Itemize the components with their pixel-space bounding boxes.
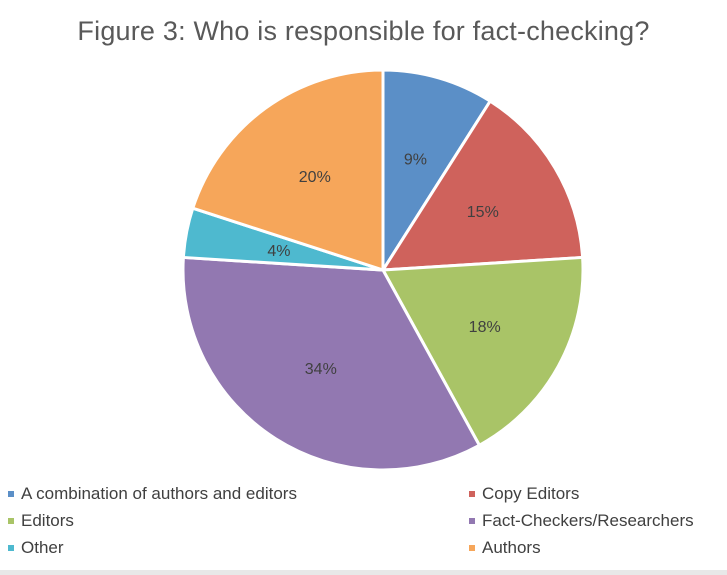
legend-item-other: Other — [8, 538, 64, 558]
legend-item-combination: A combination of authors and editors — [8, 484, 297, 504]
legend-label: Fact-Checkers/Researchers — [482, 511, 694, 530]
legend-item-fact-checkers: Fact-Checkers/Researchers — [469, 511, 694, 531]
pie-slice-combination — [381, 68, 492, 272]
legend-swatch — [469, 545, 475, 551]
legend-label: Authors — [482, 538, 541, 557]
legend-item-editors: Editors — [8, 511, 74, 531]
slice-label-authors: 20% — [299, 169, 331, 186]
legend-label: Editors — [21, 511, 74, 530]
chart-title: Figure 3: Who is responsible for fact-ch… — [77, 16, 650, 46]
legend-swatch — [469, 491, 475, 497]
legend-swatch — [8, 491, 14, 497]
legend-label: Other — [21, 538, 64, 557]
slice-label-other: 4% — [267, 243, 290, 260]
pie-slice-copy-editors — [381, 99, 585, 272]
legend-swatch — [8, 545, 14, 551]
pie-labels: 9% 15% 18% 34% 4% 20% — [267, 152, 500, 378]
slice-label-fact-checkers: 34% — [305, 361, 337, 378]
bottom-border — [0, 570, 727, 575]
slice-label-combination: 9% — [404, 152, 427, 169]
legend-item-authors: Authors — [469, 538, 541, 558]
pie-slice-authors — [191, 68, 385, 272]
pie-slice-editors — [381, 255, 585, 447]
slice-label-copy-editors: 15% — [467, 204, 499, 221]
legend-label: Copy Editors — [482, 484, 580, 503]
pie-slices — [181, 68, 585, 472]
legend-label: A combination of authors and editors — [21, 484, 297, 503]
slice-label-editors: 18% — [469, 319, 501, 336]
legend-swatch — [8, 518, 14, 524]
legend-swatch — [469, 518, 475, 524]
legend-item-copy-editors: Copy Editors — [469, 484, 579, 504]
pie-slice-fact-checkers — [181, 255, 481, 472]
